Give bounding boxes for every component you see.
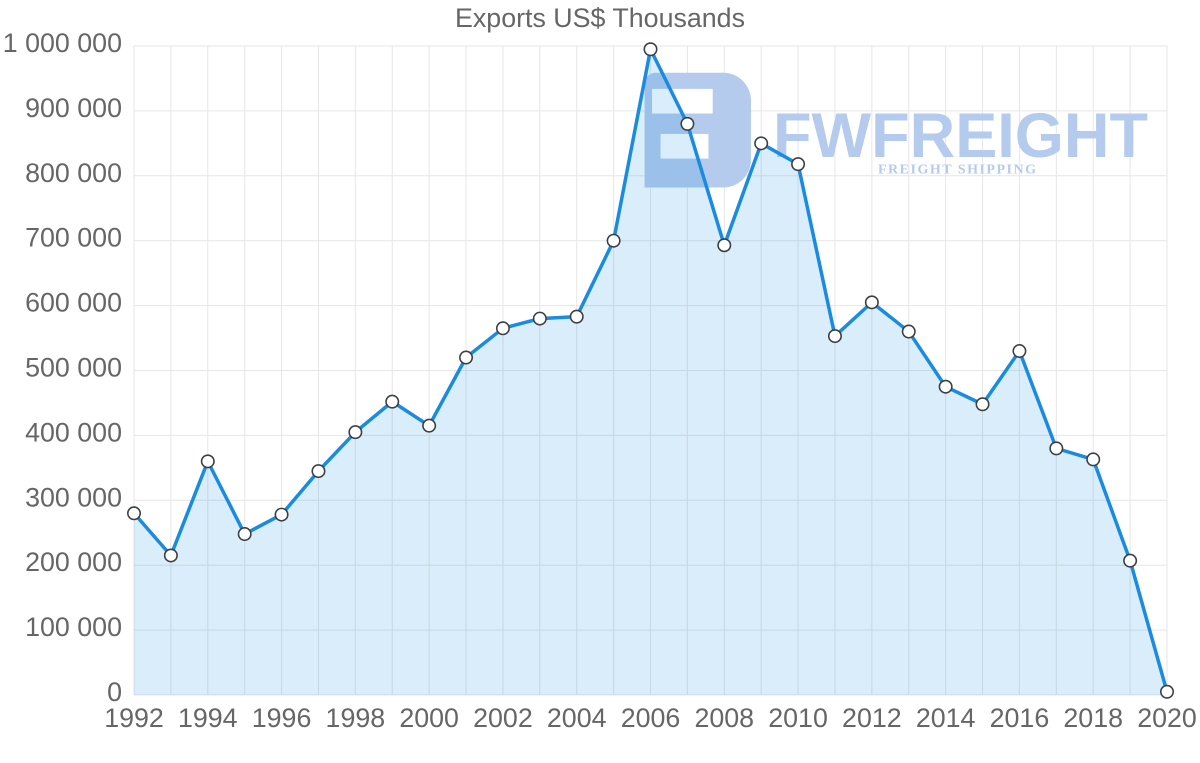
svg-text:2002: 2002: [473, 703, 533, 733]
svg-text:100 000: 100 000: [25, 612, 122, 642]
svg-text:400 000: 400 000: [25, 417, 122, 447]
svg-text:2020: 2020: [1137, 703, 1197, 733]
svg-text:1 000 000: 1 000 000: [3, 28, 122, 58]
svg-text:2016: 2016: [990, 703, 1050, 733]
svg-text:900 000: 900 000: [25, 93, 122, 123]
svg-text:1996: 1996: [252, 703, 312, 733]
svg-text:300 000: 300 000: [25, 482, 122, 512]
svg-text:Exports US$ Thousands: Exports US$ Thousands: [455, 3, 745, 33]
svg-text:2006: 2006: [621, 703, 681, 733]
svg-text:2004: 2004: [547, 703, 607, 733]
svg-text:2000: 2000: [399, 703, 459, 733]
svg-text:700 000: 700 000: [25, 223, 122, 253]
svg-text:2014: 2014: [916, 703, 976, 733]
svg-text:2008: 2008: [694, 703, 754, 733]
svg-text:1994: 1994: [178, 703, 238, 733]
svg-text:600 000: 600 000: [25, 288, 122, 318]
svg-text:200 000: 200 000: [25, 547, 122, 577]
svg-text:2018: 2018: [1063, 703, 1123, 733]
svg-text:FREIGHT SHIPPING: FREIGHT SHIPPING: [878, 163, 1038, 178]
svg-text:1998: 1998: [326, 703, 386, 733]
svg-text:FWFREIGHT: FWFREIGHT: [773, 101, 1148, 171]
svg-text:1992: 1992: [104, 703, 164, 733]
svg-text:800 000: 800 000: [25, 158, 122, 188]
svg-text:500 000: 500 000: [25, 353, 122, 383]
svg-text:2010: 2010: [768, 703, 828, 733]
svg-text:2012: 2012: [842, 703, 902, 733]
